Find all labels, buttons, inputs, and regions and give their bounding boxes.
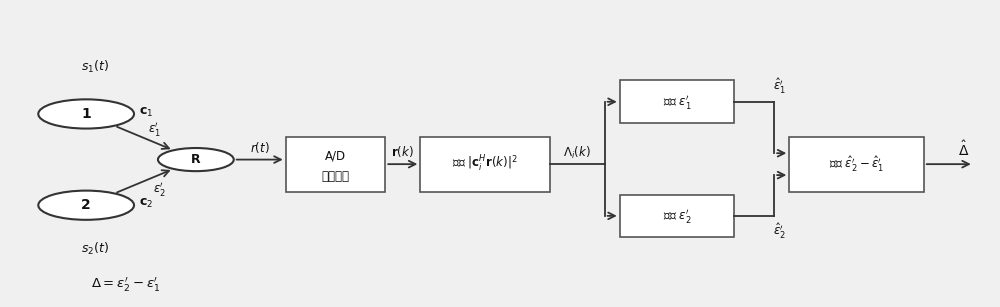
Text: $\hat{\Delta}$: $\hat{\Delta}$	[958, 139, 969, 158]
Text: $s_1(t)$: $s_1(t)$	[81, 59, 109, 75]
FancyBboxPatch shape	[286, 137, 385, 192]
Text: $\varepsilon_2'$: $\varepsilon_2'$	[153, 180, 165, 198]
Circle shape	[158, 148, 234, 171]
Text: 估计 $\varepsilon_2'$: 估计 $\varepsilon_2'$	[663, 207, 691, 225]
Text: $r(t)$: $r(t)$	[250, 140, 269, 155]
Circle shape	[38, 99, 134, 129]
Text: $\mathbf{c}_1$: $\mathbf{c}_1$	[139, 106, 153, 119]
Text: $\varepsilon_1'$: $\varepsilon_1'$	[148, 120, 160, 138]
Circle shape	[38, 191, 134, 220]
FancyBboxPatch shape	[420, 137, 550, 192]
FancyBboxPatch shape	[789, 137, 924, 192]
Text: R: R	[191, 153, 201, 166]
Text: 估计 $\varepsilon_1'$: 估计 $\varepsilon_1'$	[663, 93, 691, 111]
Text: $\mathbf{r}(k)$: $\mathbf{r}(k)$	[391, 145, 414, 159]
Text: A/D: A/D	[325, 150, 346, 162]
Text: $\hat{\varepsilon}_1'$: $\hat{\varepsilon}_1'$	[773, 77, 786, 96]
Text: $\hat{\varepsilon}_2'$: $\hat{\varepsilon}_2'$	[773, 222, 786, 241]
Text: $\Lambda_i(k)$: $\Lambda_i(k)$	[563, 145, 591, 161]
Text: 计算 $|\mathbf{c}_i^H\mathbf{r}(k)|^2$: 计算 $|\mathbf{c}_i^H\mathbf{r}(k)|^2$	[452, 154, 518, 174]
Text: 匹配滤波: 匹配滤波	[321, 170, 349, 183]
FancyBboxPatch shape	[620, 195, 734, 237]
Text: 计算 $\hat{\varepsilon}_2'-\hat{\varepsilon}_1'$: 计算 $\hat{\varepsilon}_2'-\hat{\varepsilo…	[829, 154, 884, 174]
Text: $\Delta = \varepsilon_2' - \varepsilon_1'$: $\Delta = \varepsilon_2' - \varepsilon_1…	[91, 275, 160, 293]
FancyBboxPatch shape	[620, 80, 734, 123]
Text: 2: 2	[81, 198, 91, 212]
Text: $\mathbf{c}_2$: $\mathbf{c}_2$	[139, 197, 153, 210]
Text: $s_2(t)$: $s_2(t)$	[81, 241, 109, 257]
Text: 1: 1	[81, 107, 91, 121]
